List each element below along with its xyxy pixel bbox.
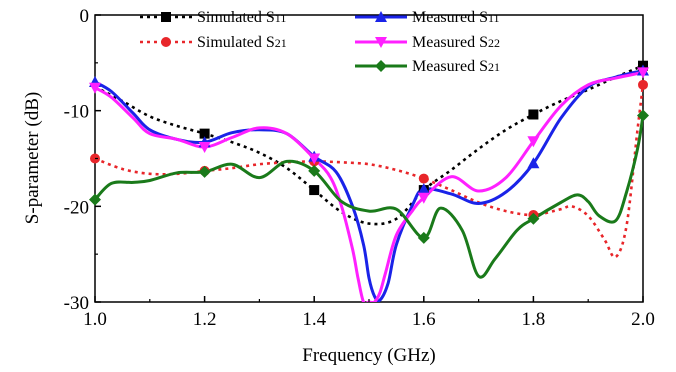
- series-marker-5: [89, 193, 101, 206]
- plot-frame: [94, 14, 644, 303]
- legend-marker-1: [161, 12, 171, 22]
- y-tick-label: -20: [64, 197, 89, 218]
- series-marker-4: [198, 142, 211, 154]
- series-line-2: [95, 84, 643, 259]
- legend-label-5: Measured S21: [412, 58, 500, 75]
- series-marker-1: [199, 128, 210, 139]
- x-tick-label: 1.8: [522, 309, 546, 330]
- marker-layer: [89, 60, 649, 244]
- series-marker-3: [417, 183, 430, 195]
- series-marker-4: [527, 136, 540, 148]
- x-axis-title: Frequency (GHz): [302, 345, 435, 366]
- y-tick-label: -30: [64, 293, 89, 314]
- x-tick-label: 1.0: [83, 309, 107, 330]
- x-tick-label: 1.2: [193, 309, 217, 330]
- series-marker-3: [527, 157, 540, 169]
- legend-label-1: Simulated S11: [197, 9, 286, 26]
- x-tick-label: 2.0: [631, 309, 655, 330]
- series-marker-4: [637, 67, 649, 79]
- legend-label-2: Simulated S21: [197, 34, 287, 51]
- legend-marker-3: [375, 11, 387, 22]
- series-marker-4: [417, 192, 430, 204]
- series-marker-5: [637, 109, 649, 122]
- series-line-3: [95, 69, 643, 302]
- series-marker-5: [308, 164, 321, 177]
- series-marker-5: [198, 165, 211, 178]
- series-layer: [95, 64, 643, 302]
- legend-label-3: Measured S11: [412, 9, 500, 26]
- tick-layer: 1.0 1.2 1.4 1.6 1.8 2.0 0 -10 -20 -30: [64, 6, 655, 330]
- legend-marker-5: [375, 60, 387, 72]
- series-marker-1: [528, 109, 539, 120]
- x-tick-label: 1.4: [302, 309, 326, 330]
- legend: Simulated S11 Simulated S21 Measured S11 Me…: [140, 9, 500, 75]
- series-marker-2: [638, 79, 648, 90]
- y-tick-label: -10: [64, 102, 89, 123]
- y-axis-title: S-parameter (dB): [22, 92, 43, 224]
- series-marker-4: [308, 153, 321, 165]
- legend-marker-4: [375, 37, 387, 48]
- series-marker-4: [89, 82, 101, 94]
- y-tick-label: 0: [80, 6, 90, 27]
- series-line-1: [95, 64, 643, 226]
- x-tick-label: 1.6: [412, 309, 436, 330]
- series-marker-5: [527, 212, 540, 225]
- series-marker-5: [417, 231, 430, 244]
- legend-marker-2: [161, 37, 171, 47]
- legend-label-4: Measured S22: [412, 34, 500, 51]
- series-marker-2: [418, 173, 429, 184]
- series-marker-1: [309, 185, 320, 196]
- series-line-5: [95, 115, 643, 279]
